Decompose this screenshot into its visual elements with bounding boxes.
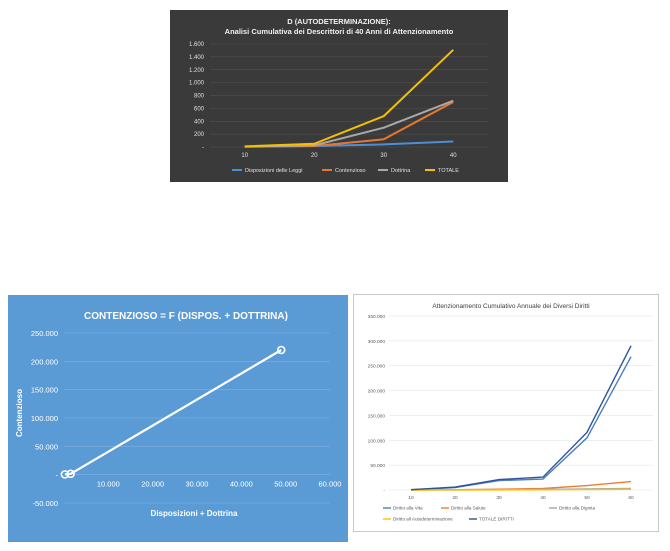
chart2-data-point — [66, 469, 75, 479]
chart1-legend-label: Dottrina — [391, 168, 411, 174]
chart3-y-tick-labels: - 50.000 100.000 150.000 200.000 250.000 300.0… — [368, 314, 386, 494]
chart1-legend-label: Disposizioni delle Leggi — [245, 168, 302, 174]
chart3-y-tick: - — [383, 489, 385, 494]
chart2-y-axis-label: Contenzioso — [15, 389, 24, 437]
chart2-x-tick-labels: 10.000 20.000 30.000 40.000 50.000 60.000 — [97, 480, 342, 489]
chart2-x-tick: 30.000 — [186, 480, 209, 489]
chart3-series-lines — [410, 345, 632, 491]
chart-autodeterminazione: D (AUTODETERMINAZIONE): Analisi Cumulati… — [170, 10, 508, 182]
chart3-x-tick: 10 — [408, 495, 414, 501]
chart3-gridlines — [389, 315, 653, 491]
chart2-x-tick: 50.000 — [274, 480, 297, 489]
chart2-y-tick: -50.000 — [33, 499, 58, 508]
chart-diritti-cumulativo: Attenzionamento Cumulativo Annuale dei D… — [368, 303, 653, 522]
chart2-x-tick: 20.000 — [141, 480, 164, 489]
chart3-y-tick: 250.000 — [368, 364, 386, 370]
chart3-legend-label: Diritto all Autodeterminazione — [393, 517, 453, 522]
chart3-y-tick: 300.000 — [368, 339, 386, 345]
chart3-y-tick: 350.000 — [368, 314, 386, 320]
chart1-x-tick: 40 — [450, 153, 457, 159]
chart3-title: Attenzionamento Cumulativo Annuale dei D… — [432, 303, 589, 310]
chart2-y-tick: - — [56, 471, 59, 480]
chart2-title: CONTENZIOSO = F (DISPOS. + DOTTRINA) — [84, 311, 288, 322]
chart1-legend-label: Contenzioso — [335, 168, 366, 174]
chart-contenzioso-scatter: CONTENZIOSO = F (DISPOS. + DOTTRINA) Dis… — [8, 295, 348, 542]
chart2-y-tick: 200.000 — [31, 357, 58, 366]
chart1-x-tick-labels: 10 20 30 40 — [241, 153, 457, 159]
chart3-legend-label: Diritto alla Salute — [451, 506, 486, 511]
chart3-x-tick: 50 — [584, 495, 590, 501]
chart3-y-tick: 150.000 — [368, 413, 386, 419]
chart1-series-line-3 — [244, 49, 454, 148]
chart2-gridlines — [64, 332, 330, 504]
chart1-legend: Disposizioni delle Leggi Contenzioso Dottr… — [232, 168, 459, 174]
chart3-y-tick: 50.000 — [370, 463, 385, 469]
chart3-x-tick: 20 — [452, 495, 458, 501]
chart1-x-tick: 20 — [311, 153, 318, 159]
chart2-y-tick-labels: -50.000-50.000100.000150.000200.000250.0… — [31, 329, 59, 508]
chart1-y-tick: - — [202, 145, 204, 151]
chart3-y-tick: 200.000 — [368, 389, 386, 395]
chart1-y-tick: 400 — [194, 119, 205, 125]
chart1-legend-label: TOTALE — [438, 168, 459, 174]
chart1-series-lines — [244, 49, 454, 148]
chart3-legend-label: TOTALE DIRITTI — [479, 517, 514, 522]
chart2-data-point — [276, 345, 286, 355]
chart1-y-tick-labels: - 200 400 600 800 1.000 1.200 1.400 1.600 — [189, 42, 205, 151]
chart1-y-tick: 600 — [194, 106, 205, 112]
chart3-series-line-4 — [410, 345, 632, 491]
chart3-x-tick: 30 — [496, 495, 502, 501]
chart2-x-tick: 40.000 — [230, 480, 253, 489]
chart1-y-tick: 1.200 — [189, 68, 205, 74]
chart2-points — [60, 345, 286, 479]
chart3-legend: Diritto alla Vita Diritto alla Salute Diri… — [383, 506, 595, 522]
chart1-y-tick: 1.000 — [189, 81, 205, 87]
chart3-x-tick: 60 — [628, 495, 634, 501]
chart2-x-axis-label: Disposizioni + Dottrina — [151, 509, 238, 518]
chart1-y-tick: 1.400 — [189, 55, 205, 61]
chart3-legend-label: Diritto alla Vita — [393, 506, 423, 511]
chart1-y-tick: 1.600 — [189, 42, 205, 48]
chart2-x-tick: 60.000 — [319, 480, 342, 489]
chart2-y-tick: 50.000 — [35, 442, 58, 451]
chart1-y-tick: 800 — [194, 94, 205, 100]
chart2-data-point — [60, 470, 70, 479]
chart1-subtitle: Analisi Cumulativa dei Descrittori di 40… — [225, 27, 454, 36]
chart3-y-tick: 100.000 — [368, 438, 386, 444]
chart3-series-line-0 — [410, 356, 632, 491]
chart1-x-tick: 10 — [241, 153, 248, 159]
chart2-y-tick: 250.000 — [31, 329, 58, 338]
chart1-y-tick: 200 — [194, 132, 205, 138]
chart3-x-tick-labels: 10 20 30 40 50 60 — [408, 495, 634, 501]
chart3-series-line-3 — [410, 488, 632, 491]
chart3-frame — [353, 294, 659, 532]
chart2-x-tick: 10.000 — [97, 480, 120, 489]
chart1-x-tick: 30 — [380, 153, 387, 159]
chart3-x-tick: 40 — [540, 495, 546, 501]
chart2-y-tick: 100.000 — [31, 414, 58, 423]
chart1-title: D (AUTODETERMINAZIONE): — [287, 17, 391, 26]
chart2-background — [8, 295, 348, 542]
chart3-legend-label: Diritto alla Dignita — [559, 506, 595, 511]
chart2-y-tick: 150.000 — [31, 386, 58, 395]
chart1-background — [170, 10, 508, 182]
